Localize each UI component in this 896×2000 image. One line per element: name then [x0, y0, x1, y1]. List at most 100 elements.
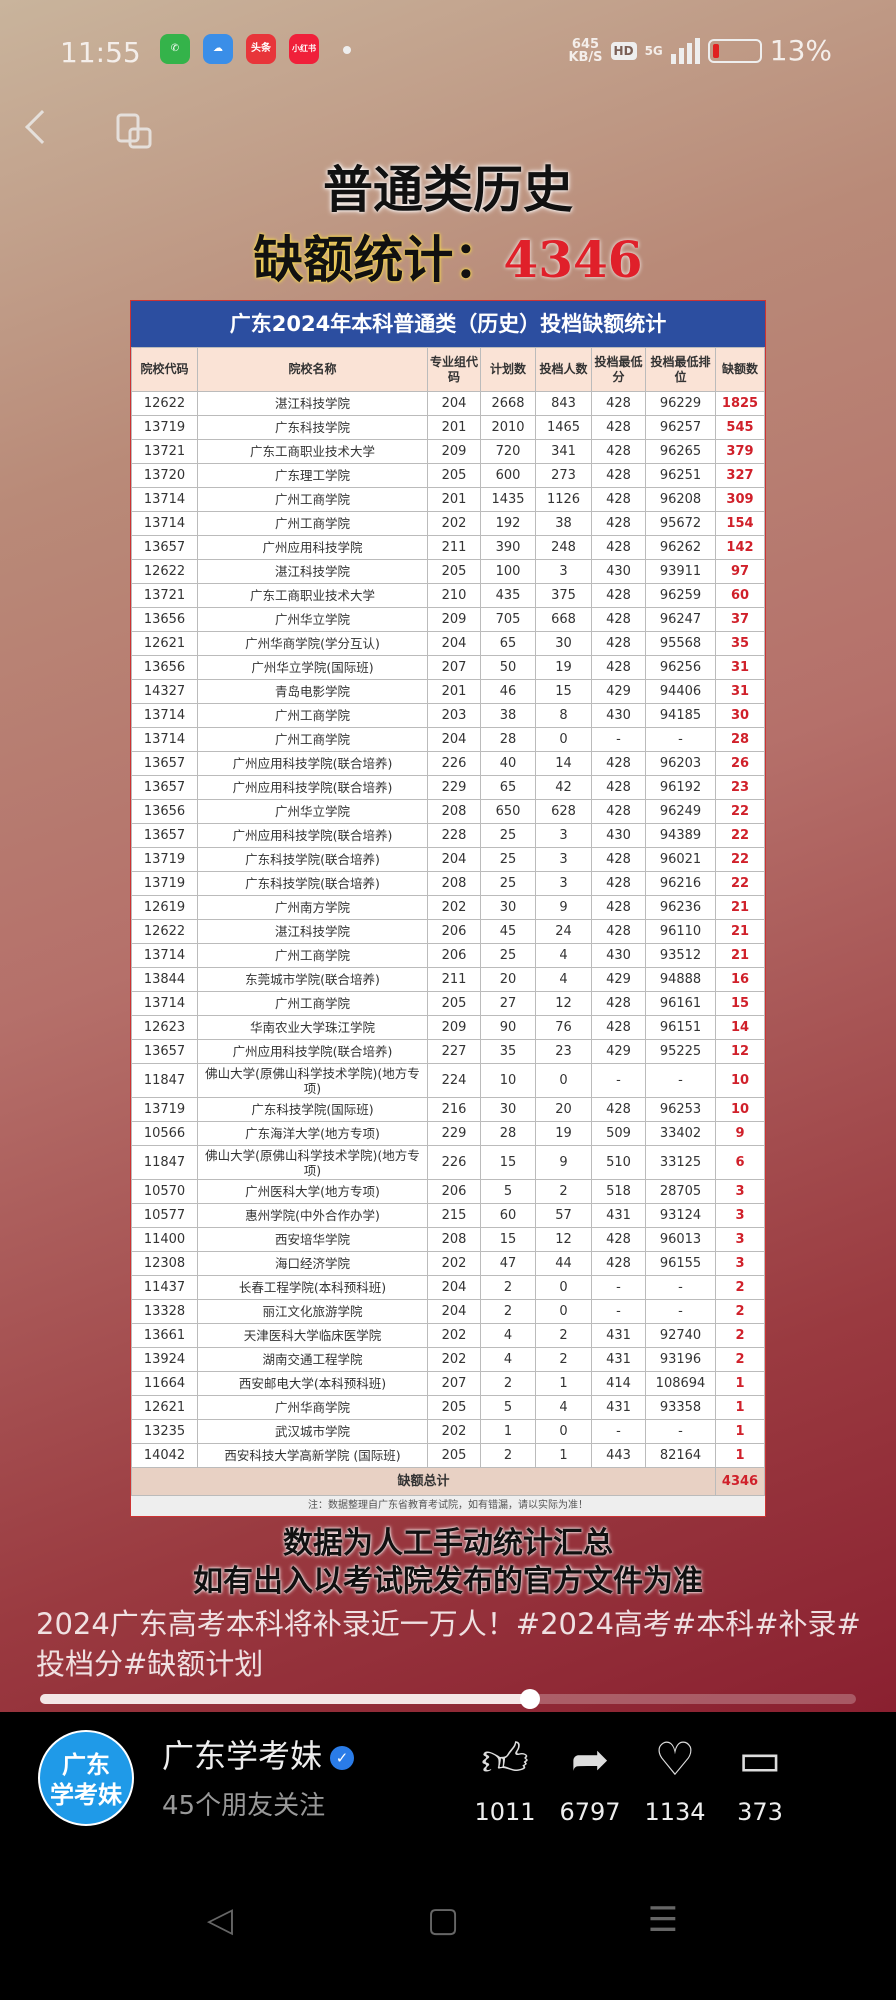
- cell-plan: 2668: [480, 391, 536, 416]
- cell-group-code: 208: [427, 871, 481, 896]
- cell-group-code: 204: [427, 847, 481, 872]
- cell-admitted: 44: [535, 1251, 592, 1276]
- gap-table: 广东2024年本科普通类（历史）投档缺额统计 院校代码 院校名称 专业组代码 计划数投…: [130, 300, 766, 1517]
- followers-text: 45个朋友关注: [162, 1791, 326, 1821]
- cell-plan: 705: [480, 607, 536, 632]
- comment-button[interactable]: ▭ 373: [720, 1730, 800, 1826]
- cell-admitted: 273: [535, 463, 592, 488]
- cell-min-rank: 94888: [645, 967, 716, 992]
- table-row: 13719 广东科技学院(联合培养) 204 25 3 428 96021 22: [131, 847, 765, 872]
- thumbs-up-button[interactable]: 👍︎ 1011: [465, 1730, 545, 1826]
- nav-menu-icon[interactable]: ☰: [647, 1900, 679, 1940]
- cell-group-code: 205: [427, 1395, 481, 1420]
- table-row: 13844 东莞城市学院(联合培养) 211 20 4 429 94888 16: [131, 967, 765, 992]
- cell-min-score: 428: [591, 991, 646, 1016]
- cell-min-score: 428: [591, 655, 646, 680]
- cell-school-code: 12621: [131, 631, 198, 656]
- table-row: 10577 惠州学院(中外合作办学) 215 60 57 431 93124 3: [131, 1203, 765, 1228]
- progress-handle[interactable]: [519, 1689, 540, 1709]
- cell-admitted: 24: [535, 919, 592, 944]
- cell-gap: 12: [715, 1039, 765, 1064]
- cell-school-name: 广州应用科技学院(联合培养): [197, 823, 428, 848]
- cell-min-rank: 96161: [645, 991, 716, 1016]
- header-plan: 计划数: [480, 347, 536, 392]
- cell-plan: 192: [480, 511, 536, 536]
- cell-group-code: 204: [427, 391, 481, 416]
- cell-min-rank: 96151: [645, 1015, 716, 1040]
- cell-group-code: 224: [427, 1063, 481, 1098]
- nav-back-icon[interactable]: ◁: [206, 1900, 234, 1940]
- table-row: 12623 华南农业大学珠江学院 209 90 76 428 96151 14: [131, 1015, 765, 1040]
- cell-group-code: 205: [427, 463, 481, 488]
- cell-admitted: 9: [535, 895, 592, 920]
- table-row: 13721 广东工商职业技术大学 210 435 375 428 96259 60: [131, 583, 765, 608]
- cell-school-name: 湖南交通工程学院: [197, 1347, 428, 1372]
- cell-min-score: 430: [591, 703, 646, 728]
- cell-gap: 31: [715, 679, 765, 704]
- cell-gap: 154: [715, 511, 765, 536]
- cell-plan: 46: [480, 679, 536, 704]
- cell-school-name: 广东工商职业技术大学: [197, 439, 428, 464]
- cell-group-code: 202: [427, 1323, 481, 1348]
- cell-gap: 1825: [715, 391, 765, 416]
- cell-admitted: 0: [535, 1275, 592, 1300]
- cell-min-rank: 96262: [645, 535, 716, 560]
- cell-min-rank: 96259: [645, 583, 716, 608]
- nav-home-icon[interactable]: ▢: [426, 1900, 460, 1940]
- video-player[interactable]: 11:55 ✆ ☁ 头条 小红书 645 KB/S HD 5G 13% 普通类历史…: [0, 0, 896, 1712]
- cell-plan: 60: [480, 1203, 536, 1228]
- cell-min-score: 431: [591, 1203, 646, 1228]
- cell-admitted: 0: [535, 1299, 592, 1324]
- cell-school-name: 广州工商学院: [197, 991, 428, 1016]
- cell-min-score: -: [591, 1299, 646, 1324]
- cell-gap: 31: [715, 655, 765, 680]
- cell-plan: 30: [480, 895, 536, 920]
- cell-min-score: 429: [591, 1039, 646, 1064]
- cell-admitted: 1: [535, 1371, 592, 1396]
- cell-gap: 6: [715, 1145, 765, 1180]
- heading-category: 普通类历史: [323, 161, 573, 219]
- cell-admitted: 248: [535, 535, 592, 560]
- table-row: 13924 湖南交通工程学院 202 4 2 431 93196 2: [131, 1347, 765, 1372]
- signal-icon: [670, 37, 700, 64]
- cell-school-name: 广州应用科技学院(联合培养): [197, 751, 428, 776]
- cell-min-score: -: [591, 727, 646, 752]
- cell-gap: 21: [715, 895, 765, 920]
- cell-group-code: 228: [427, 823, 481, 848]
- cell-group-code: 205: [427, 991, 481, 1016]
- cell-gap: 9: [715, 1121, 765, 1146]
- cell-min-score: 431: [591, 1323, 646, 1348]
- cell-school-code: 11437: [131, 1275, 198, 1300]
- cell-group-code: 210: [427, 583, 481, 608]
- action-count: 1011: [474, 1798, 536, 1826]
- progress-bar[interactable]: [40, 1689, 856, 1709]
- cell-group-code: 209: [427, 607, 481, 632]
- cell-admitted: 2: [535, 1179, 592, 1204]
- cell-school-name: 湛江科技学院: [197, 391, 428, 416]
- cell-school-name: 佛山大学(原佛山科学技术学院)(地方专项): [197, 1063, 428, 1098]
- cell-school-code: 13924: [131, 1347, 198, 1372]
- cell-min-score: 428: [591, 511, 646, 536]
- cell-min-score: 428: [591, 463, 646, 488]
- cell-admitted: 15: [535, 679, 592, 704]
- cell-group-code: 205: [427, 1443, 481, 1468]
- cell-min-rank: 93512: [645, 943, 716, 968]
- weather-app-icon: ☁: [203, 34, 233, 64]
- cell-school-code: 12619: [131, 895, 198, 920]
- cell-admitted: 2: [535, 1323, 592, 1348]
- back-icon[interactable]: [25, 110, 59, 144]
- cell-plan: 15: [480, 1227, 536, 1252]
- cell-min-score: 443: [591, 1443, 646, 1468]
- cell-admitted: 38: [535, 511, 592, 536]
- cell-group-code: 226: [427, 1145, 481, 1180]
- cell-gap: 22: [715, 799, 765, 824]
- share-button[interactable]: ➦ 6797: [550, 1730, 630, 1826]
- cell-school-name: 广东科技学院(国际班): [197, 1097, 428, 1122]
- heart-button[interactable]: ♡ 1134: [635, 1730, 715, 1826]
- floating-window-icon[interactable]: [116, 113, 152, 149]
- cell-plan: 600: [480, 463, 536, 488]
- cell-min-score: 428: [591, 415, 646, 440]
- author-name[interactable]: 广东学考妹 ✓: [162, 1736, 355, 1776]
- video-caption[interactable]: 2024广东高考本科将补录近一万人！#2024高考#本科#补录#投档分#缺额计划: [36, 1607, 861, 1681]
- avatar[interactable]: 广东 学考妹: [38, 1730, 134, 1826]
